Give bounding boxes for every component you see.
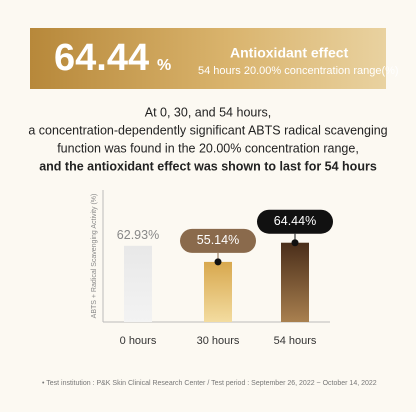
marker-dot — [214, 258, 222, 266]
y-axis-label: ABTS + Radical Scavenging Activity (%) — [91, 194, 98, 319]
bar — [204, 261, 232, 322]
marker-dot — [291, 239, 299, 247]
value-label: 64.44% — [274, 214, 316, 228]
header-title: Antioxidant effect — [230, 45, 349, 61]
description-line: function was found in the 20.00% concent… — [57, 141, 359, 155]
value-label: 55.14% — [197, 233, 239, 247]
x-tick-label: 54 hours — [274, 335, 317, 347]
value-label: 62.93% — [117, 228, 159, 242]
header-value: 64.44 — [54, 37, 149, 79]
x-tick-label: 0 hours — [120, 335, 157, 347]
header-banner — [30, 28, 386, 89]
description-line: a concentration-dependently significant … — [28, 123, 387, 137]
description-line: At 0, 30, and 54 hours, — [145, 105, 271, 119]
x-tick-label: 30 hours — [197, 335, 240, 347]
header-subtitle: 54 hours 20.00% concentration range(%) — [198, 65, 399, 77]
header-unit: % — [157, 57, 171, 74]
bar — [124, 245, 152, 322]
value-label-bubble — [257, 209, 333, 234]
value-label-bubble — [180, 228, 256, 253]
bar — [281, 242, 309, 322]
description-emphasis: and the antioxidant effect was shown to … — [39, 159, 377, 173]
footnote: • Test institution : P&K Skin Clinical R… — [42, 380, 377, 387]
